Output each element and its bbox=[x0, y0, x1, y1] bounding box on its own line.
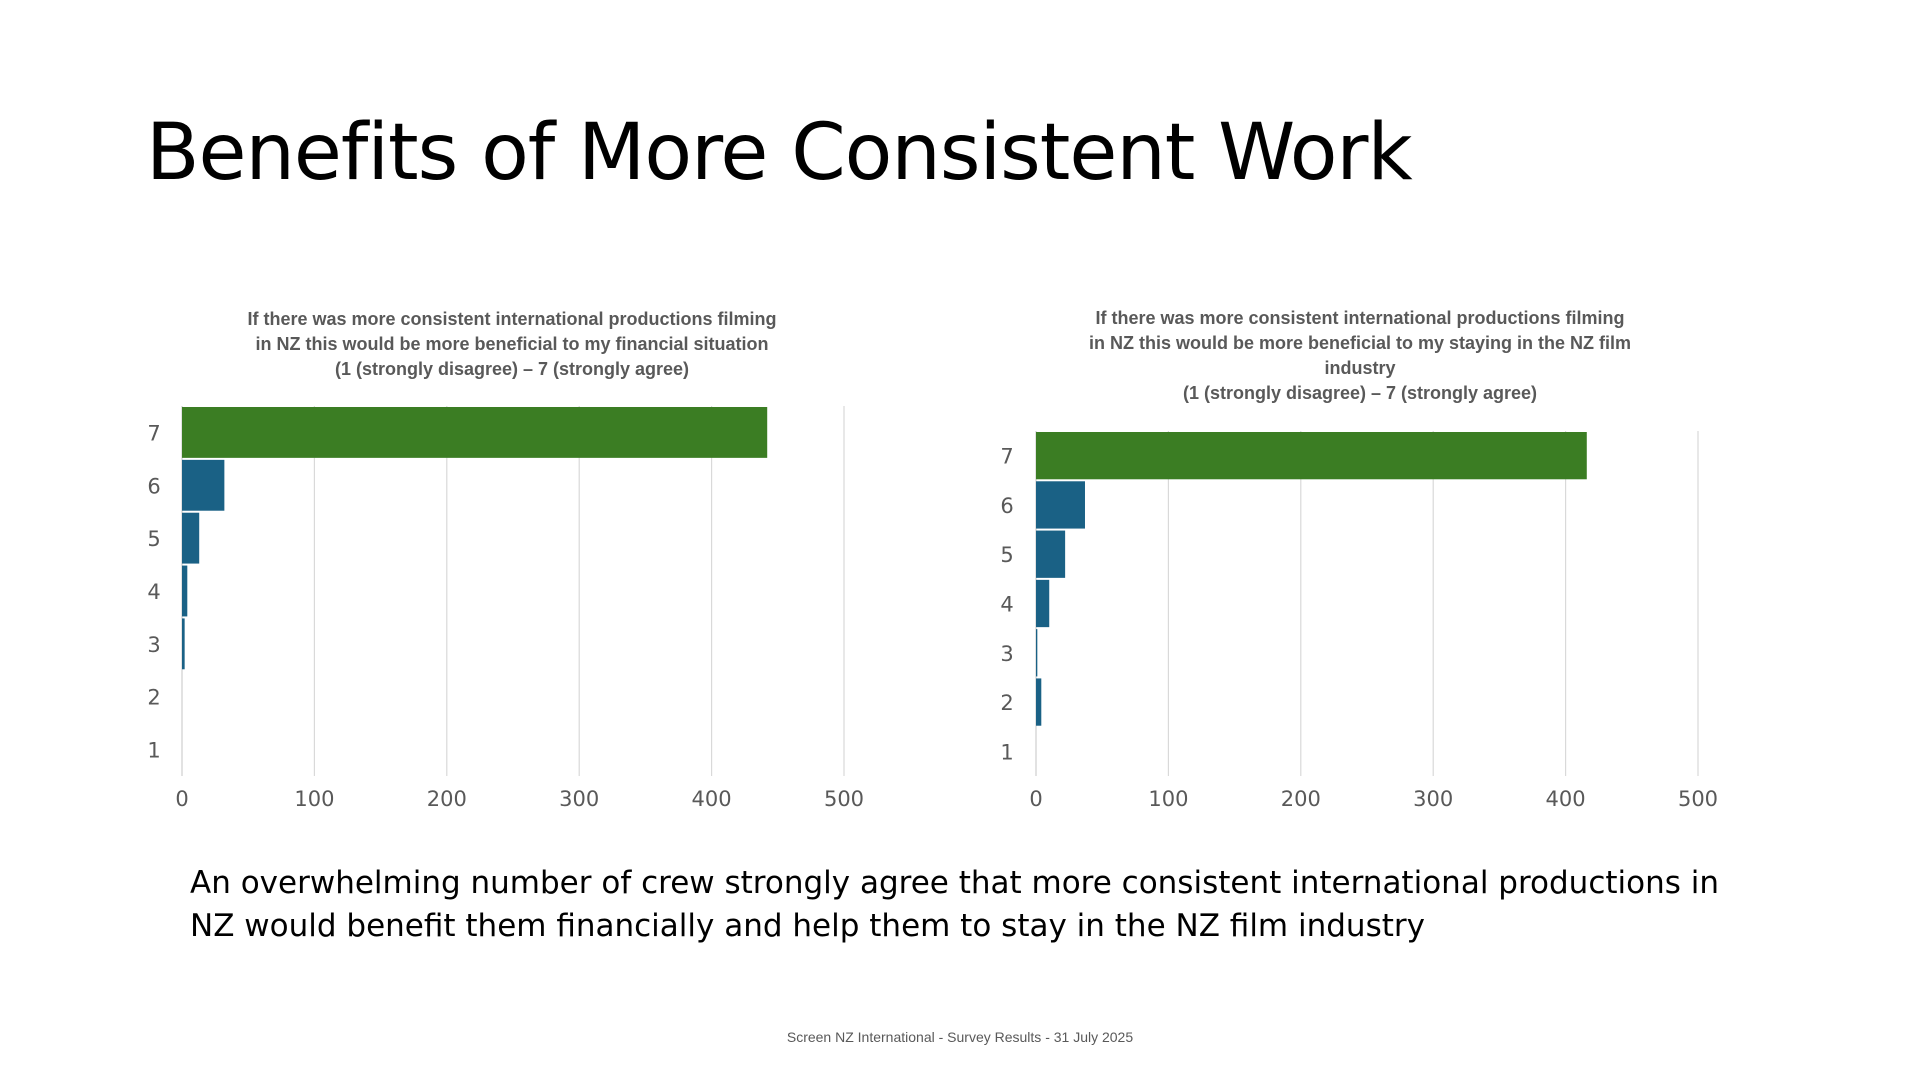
category-label: 1 bbox=[147, 739, 160, 763]
x-tick-label: 500 bbox=[824, 787, 864, 811]
category-label: 7 bbox=[1000, 445, 1013, 469]
category-label: 5 bbox=[147, 527, 160, 551]
category-label: 5 bbox=[1000, 543, 1013, 567]
chart-2-title-line: If there was more consistent internation… bbox=[1095, 308, 1625, 328]
chart-2-title-line: industry bbox=[1324, 358, 1396, 378]
chart-2-title: If there was more consistent internation… bbox=[1030, 306, 1690, 406]
category-label: 2 bbox=[1000, 691, 1013, 715]
chart-1-title-line: If there was more consistent internation… bbox=[247, 309, 777, 329]
chart-1-title-line: in NZ this would be more beneficial to m… bbox=[255, 334, 769, 354]
category-label: 2 bbox=[147, 686, 160, 710]
bar-4 bbox=[1036, 579, 1050, 628]
bar-3 bbox=[1036, 629, 1038, 677]
category-label: 6 bbox=[1000, 494, 1013, 518]
bar-6 bbox=[1036, 481, 1085, 529]
bar-6 bbox=[182, 459, 225, 511]
x-tick-label: 200 bbox=[427, 787, 467, 811]
category-label: 3 bbox=[147, 633, 160, 657]
chart-1-title: If there was more consistent internation… bbox=[182, 307, 842, 382]
chart-1-title-line: (1 (strongly disagree) – 7 (strongly agr… bbox=[334, 359, 690, 379]
x-tick-label: 500 bbox=[1678, 787, 1718, 811]
x-tick-label: 100 bbox=[1148, 787, 1188, 811]
x-tick-label: 100 bbox=[294, 787, 334, 811]
x-tick-label: 400 bbox=[692, 787, 732, 811]
slide-title: Benefits of More Consistent Work bbox=[146, 108, 1413, 198]
category-label: 6 bbox=[147, 474, 160, 498]
category-label: 7 bbox=[147, 421, 160, 445]
bar-2 bbox=[1036, 678, 1042, 726]
summary-text: An overwhelming number of crew strongly … bbox=[190, 865, 1720, 944]
x-tick-label: 200 bbox=[1281, 787, 1321, 811]
bar-3 bbox=[182, 618, 185, 670]
chart-2-title-line: in NZ this would be more beneficial to m… bbox=[1088, 333, 1632, 353]
category-label: 4 bbox=[147, 580, 160, 604]
footer-text: Screen NZ International - Survey Results… bbox=[786, 1029, 1134, 1045]
bar-4 bbox=[182, 565, 188, 617]
x-tick-label: 0 bbox=[1029, 787, 1042, 811]
x-tick-label: 300 bbox=[1413, 787, 1453, 811]
x-tick-label: 300 bbox=[559, 787, 599, 811]
category-label: 4 bbox=[1000, 593, 1013, 617]
bar-7 bbox=[1036, 432, 1587, 480]
category-label: 3 bbox=[1000, 642, 1013, 666]
bar-5 bbox=[182, 512, 200, 564]
bar-7 bbox=[182, 407, 768, 458]
x-tick-label: 0 bbox=[175, 787, 188, 811]
x-tick-label: 400 bbox=[1546, 787, 1586, 811]
chart-2-title-line: (1 (strongly disagree) – 7 (strongly agr… bbox=[1182, 383, 1538, 403]
bar-5 bbox=[1036, 530, 1066, 578]
category-label: 1 bbox=[1000, 740, 1013, 764]
